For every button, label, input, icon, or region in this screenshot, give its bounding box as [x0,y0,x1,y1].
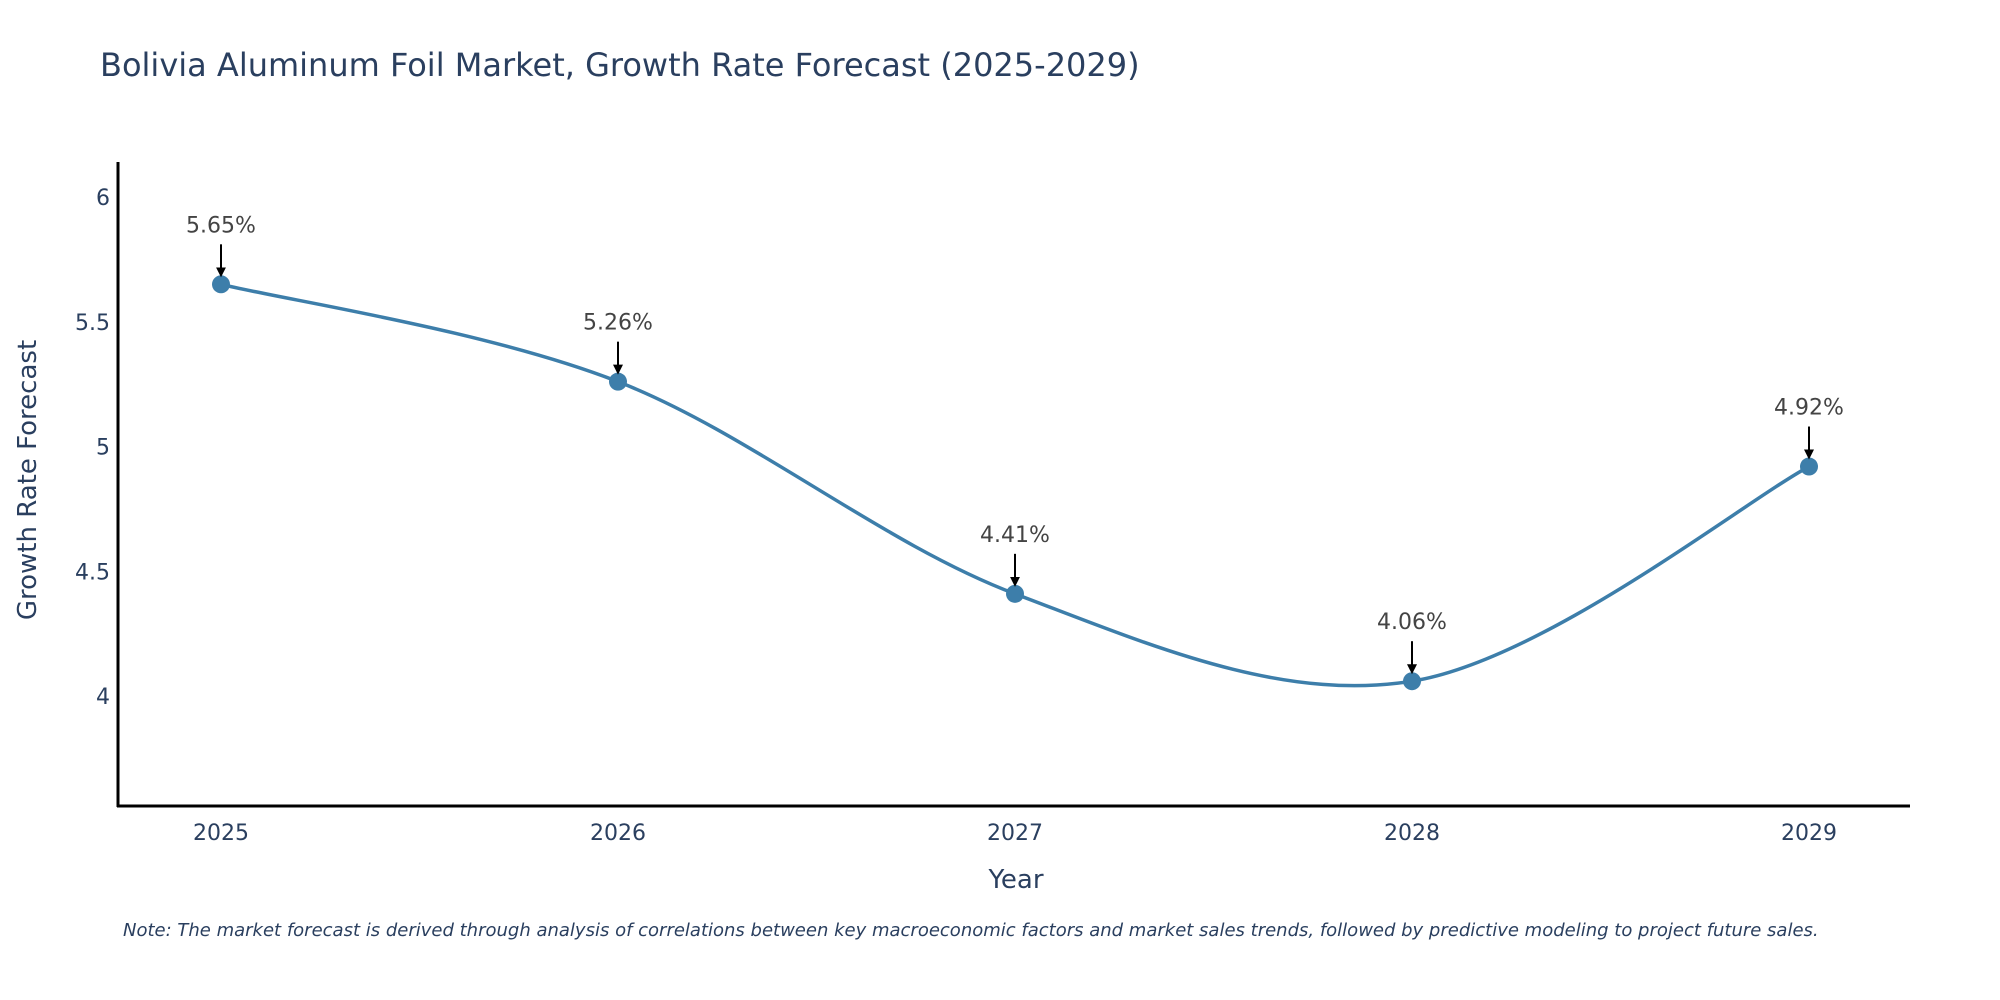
data-point[interactable] [212,275,230,294]
x-tick-label: 2028 [1384,821,1440,846]
data-point[interactable] [1403,672,1421,691]
data-label: 5.26% [583,311,653,336]
y-tick-label: 4 [96,685,110,710]
x-tick-label: 2026 [590,821,646,846]
series-line [220,282,1810,688]
y-axis-title: Growth Rate Forecast [13,340,43,620]
data-point[interactable] [609,372,627,391]
y-tick-label: 5.5 [75,311,110,336]
x-tick-label: 2027 [987,821,1043,846]
data-label: 4.92% [1774,396,1844,421]
y-tick-label: 4.5 [75,560,110,585]
data-point[interactable] [1006,584,1024,603]
data-label: 4.41% [980,523,1050,548]
data-point[interactable] [1800,457,1818,476]
x-tick-label: 2025 [193,821,249,846]
chart-title: Bolivia Aluminum Foil Market, Growth Rat… [100,46,1140,84]
x-axis-title: Year [987,865,1043,895]
footnote: Note: The market forecast is derived thr… [123,920,1819,941]
y-tick-label: 6 [96,186,110,211]
data-label: 5.65% [186,213,256,238]
y-tick-label: 5 [96,436,110,461]
x-tick-label: 2029 [1781,821,1837,846]
data-label: 4.06% [1377,610,1447,635]
